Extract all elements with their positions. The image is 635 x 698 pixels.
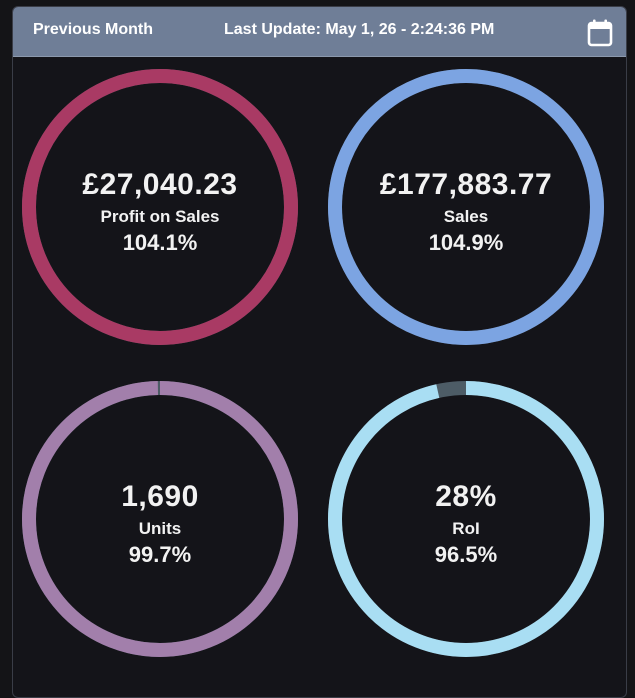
gauge-profit: £27,040.23 Profit on Sales 104.1% [22,69,298,345]
gauge-label: RoI [452,519,480,538]
gauge-fill [328,69,604,345]
last-update-text: Last Update: May 1, 26 - 2:24:36 PM [224,21,495,38]
gauge-value: 1,690 [121,480,199,513]
dashboard-panel: Previous Month Last Update: May 1, 26 - … [12,6,627,698]
gauge-fill [22,381,298,657]
gauge-percent: 104.9% [428,230,504,255]
gauge-value: 28% [435,480,497,513]
gauge-fill [328,381,604,657]
calendar-icon[interactable] [587,19,613,47]
gauge-label: Sales [443,207,489,226]
gauge-ring [22,381,298,657]
gauge-percent: 99.7% [128,542,192,567]
gauge-label: Profit on Sales [100,207,220,226]
gauge-ring [328,69,604,345]
gauge-roi: 28% RoI 96.5% [328,381,604,657]
gauge-sales: £177,883.77 Sales 104.9% [328,69,604,345]
gauge-fill [22,69,298,345]
gauge-percent: 104.1% [122,230,198,255]
gauge-value: £27,040.23 [82,168,238,201]
gauge-ring [328,381,604,657]
gauge-units: 1,690 Units 99.7% [22,381,298,657]
gauge-ring [22,69,298,345]
gauge-value: £177,883.77 [379,168,553,201]
period-selector[interactable]: Previous Month [33,21,154,38]
gauge-percent: 96.5% [434,542,498,567]
gauge-label: Units [138,519,182,538]
panel-header: Previous Month Last Update: May 1, 26 - … [13,7,626,57]
